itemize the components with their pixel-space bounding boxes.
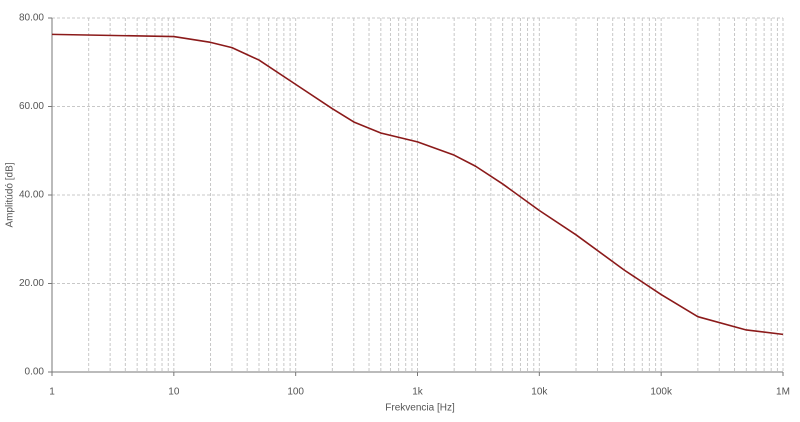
y-axis-label: Amplitúdó [dB] <box>5 162 16 227</box>
x-tick-label: 10k <box>531 387 548 398</box>
y-tick-label: 60.00 <box>19 101 44 112</box>
y-tick-label: 40.00 <box>19 190 44 201</box>
x-tick-label: 100k <box>650 387 673 398</box>
y-tick-label: 80.00 <box>19 13 44 24</box>
x-tick-label: 10 <box>168 387 180 398</box>
x-tick-label: 1M <box>776 387 790 398</box>
y-tick-label: 20.00 <box>19 278 44 289</box>
x-tick-label: 100 <box>287 387 304 398</box>
y-tick-label: 0.00 <box>25 367 45 378</box>
x-axis-label: Frekvencia [Hz] <box>385 403 455 414</box>
x-tick-label: 1k <box>412 387 424 398</box>
x-tick-label: 1 <box>49 387 55 398</box>
data-line <box>51 33 784 336</box>
